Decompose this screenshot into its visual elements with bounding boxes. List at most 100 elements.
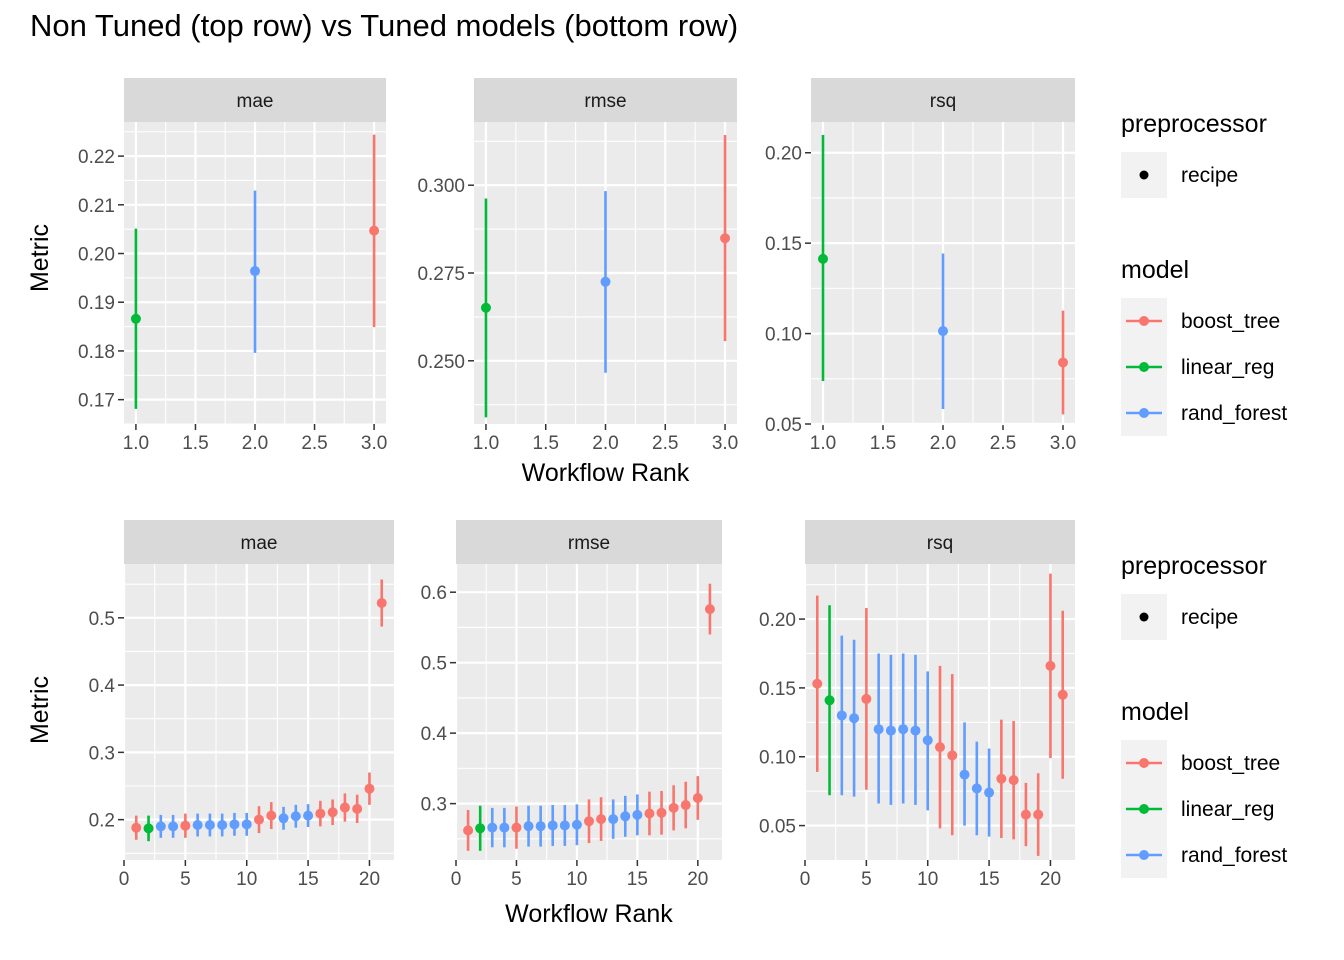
tick-label-y-bottom-rmse: 0.5 (421, 654, 447, 675)
figure-title: Non Tuned (top row) vs Tuned models (bot… (30, 8, 739, 43)
point-rand_forest-bottom-rsq (984, 787, 995, 798)
point-rand_forest-bottom-mae (192, 820, 203, 831)
point-boost_tree-bottom-mae (266, 810, 277, 821)
point-rand_forest-bottom-rmse (571, 819, 582, 830)
tick-label-x-top-rmse: 2.0 (592, 433, 618, 454)
point-boost_tree-bottom-rsq (1045, 660, 1056, 671)
point-boost_tree-bottom-mae (352, 803, 363, 814)
tick-label-x-top-mae: 1.0 (123, 433, 149, 454)
point-rand_forest-bottom-rmse (523, 821, 534, 832)
legend-label-linear_reg-top: linear_reg (1181, 356, 1274, 379)
tick-label-y-top-mae: 0.17 (78, 391, 115, 412)
point-boost_tree-bottom-rmse (680, 800, 691, 811)
legend-point-linear_reg-bottom (1139, 804, 1149, 814)
point-rand_forest-bottom-mae (303, 810, 314, 821)
point-boost_tree-bottom-rsq (1057, 689, 1068, 700)
tick-label-x-bottom-rsq: 10 (917, 869, 938, 890)
tick-label-x-bottom-rsq: 20 (1040, 869, 1061, 890)
tick-label-x-top-rmse: 3.0 (712, 433, 738, 454)
legend-title-model-bottom: model (1121, 698, 1189, 726)
legend-label-recipe-top: recipe (1181, 164, 1238, 187)
point-linear_reg-bottom-rmse (475, 823, 486, 834)
legend-point-linear_reg-top (1139, 362, 1149, 372)
legend-point-rand_forest-top (1139, 408, 1149, 418)
point-linear_reg-top-rsq (818, 253, 828, 264)
y-axis-title-top: Metric (26, 224, 54, 292)
legend-title-preprocessor-bottom: preprocessor (1121, 552, 1267, 580)
tick-label-y-bottom-rmse: 0.6 (421, 583, 447, 604)
legend-label-boost_tree-bottom: boost_tree (1181, 752, 1280, 775)
point-rand_forest-bottom-rmse (632, 809, 643, 820)
point-rand_forest-bottom-mae (217, 820, 228, 831)
tick-label-y-top-mae: 0.19 (78, 293, 115, 314)
point-linear_reg-top-rmse (480, 302, 491, 313)
point-linear_reg-bottom-mae (143, 823, 154, 834)
tick-label-y-bottom-rsq: 0.15 (759, 679, 796, 700)
tick-label-x-top-rmse: 1.0 (473, 433, 499, 454)
point-rand_forest-bottom-rsq (873, 724, 884, 735)
point-boost_tree-bottom-rmse (704, 604, 715, 615)
point-boost_tree-bottom-mae (254, 814, 264, 825)
strip-bottom-rmse (456, 520, 722, 564)
point-boost_tree-bottom-mae (180, 820, 191, 831)
tick-label-x-bottom-rmse: 0 (451, 869, 462, 890)
point-boost_tree-bottom-rmse (656, 807, 667, 818)
tick-label-x-bottom-rmse: 10 (566, 869, 587, 890)
strip-label-bottom-rsq: rsq (927, 533, 953, 554)
point-boost_tree-bottom-rsq (1008, 775, 1019, 786)
point-rand_forest-bottom-rsq (971, 783, 982, 794)
tick-label-y-top-rsq: 0.20 (765, 144, 802, 165)
strip-label-top-rmse: rmse (584, 91, 626, 112)
tick-label-x-bottom-mae: 0 (119, 869, 130, 890)
tick-label-x-top-mae: 2.5 (301, 433, 327, 454)
point-rand_forest-bottom-rsq (959, 769, 970, 780)
point-rand_forest-bottom-rmse (608, 814, 619, 825)
point-rand_forest-bottom-mae (155, 821, 166, 832)
strip-bottom-mae (124, 520, 394, 564)
point-boost_tree-bottom-mae (364, 783, 375, 794)
tick-label-y-top-rsq: 0.10 (765, 325, 802, 346)
point-rand_forest-bottom-rmse (487, 822, 498, 833)
tick-label-y-bottom-rsq: 0.20 (759, 610, 796, 631)
tick-label-x-top-rmse: 1.5 (533, 433, 559, 454)
tick-label-y-bottom-mae: 0.3 (89, 743, 115, 764)
tick-label-y-top-rmse: 0.250 (417, 352, 465, 373)
point-rand_forest-top-rmse (600, 276, 611, 287)
tick-label-x-bottom-rsq: 5 (861, 869, 872, 890)
legend-title-model-top: model (1121, 256, 1189, 284)
point-boost_tree-bottom-rmse (584, 816, 594, 827)
tick-label-x-top-rsq: 1.5 (870, 433, 896, 454)
point-rand_forest-bottom-mae (168, 821, 179, 832)
legend-label-rand_forest-top: rand_forest (1181, 402, 1287, 425)
tick-label-y-top-rmse: 0.300 (417, 176, 465, 197)
strip-top-rmse (474, 78, 737, 122)
tick-label-y-bottom-rmse: 0.4 (421, 724, 448, 745)
tick-label-x-bottom-rmse: 5 (511, 869, 522, 890)
x-axis-title-bottom: Workflow Rank (505, 900, 673, 928)
strip-label-top-rsq: rsq (930, 91, 956, 112)
point-boost_tree-top-rmse (720, 233, 731, 244)
point-boost_tree-top-mae (369, 225, 380, 236)
legend-label-rand_forest-bottom: rand_forest (1181, 844, 1287, 867)
point-rand_forest-bottom-mae (278, 813, 289, 824)
point-rand_forest-bottom-rsq (849, 713, 860, 724)
legend-label-boost_tree-top: boost_tree (1181, 310, 1280, 333)
point-boost_tree-bottom-mae (315, 808, 326, 819)
point-rand_forest-bottom-mae (290, 811, 301, 822)
point-boost_tree-bottom-mae (131, 822, 142, 833)
point-boost_tree-bottom-rsq (947, 750, 958, 761)
strip-bottom-rsq (805, 520, 1075, 564)
legend-label-recipe-bottom: recipe (1181, 606, 1238, 629)
point-boost_tree-bottom-rmse (668, 802, 679, 813)
tick-label-y-top-rsq: 0.05 (765, 415, 802, 436)
tick-label-y-bottom-rsq: 0.05 (759, 817, 796, 838)
tick-label-y-top-mae: 0.20 (78, 245, 115, 266)
tick-label-y-bottom-mae: 0.4 (89, 676, 116, 697)
point-boost_tree-bottom-rsq (1033, 809, 1044, 820)
tick-label-x-bottom-rsq: 15 (979, 869, 1000, 890)
legend-point-rand_forest-bottom (1139, 850, 1149, 860)
tick-label-y-bottom-mae: 0.2 (89, 811, 115, 832)
point-rand_forest-bottom-rsq (898, 724, 909, 735)
point-rand_forest-bottom-rmse (547, 820, 558, 831)
